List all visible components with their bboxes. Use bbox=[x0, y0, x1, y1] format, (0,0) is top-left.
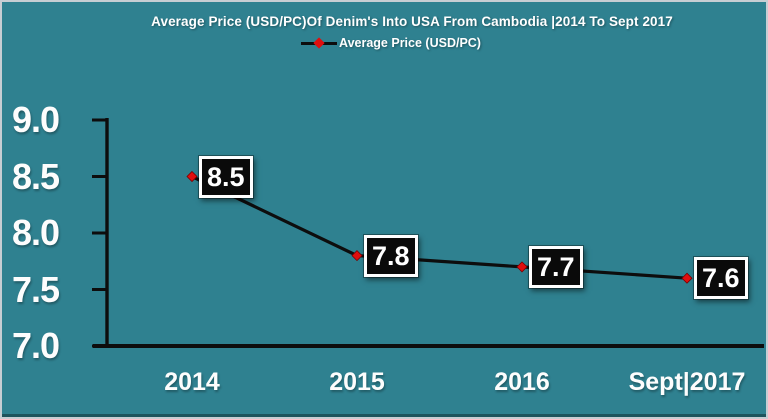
data-point-label: 7.6 bbox=[694, 257, 748, 300]
x-axis-category-label: 2016 bbox=[494, 368, 550, 396]
x-axis-category-label: 2015 bbox=[329, 368, 385, 396]
chart-title: Average Price (USD/PC)Of Denim's Into US… bbox=[151, 14, 673, 29]
legend-label: Average Price (USD/PC) bbox=[339, 36, 481, 50]
x-axis-category-label: Sept|2017 bbox=[628, 368, 746, 396]
legend-line-marker-icon bbox=[301, 36, 338, 49]
x-axis-category-label: 2014 bbox=[164, 368, 220, 396]
data-point-marker bbox=[516, 261, 528, 273]
data-point-marker bbox=[681, 272, 693, 284]
data-point-marker bbox=[351, 250, 363, 262]
y-axis-tick-label: 7.5 bbox=[12, 268, 60, 310]
legend: Average Price (USD/PC) bbox=[2, 36, 766, 50]
y-axis-tick-label: 9.0 bbox=[12, 99, 60, 140]
data-point-label: 7.7 bbox=[529, 245, 583, 288]
line-series bbox=[191, 175, 688, 280]
y-axis-tick-label: 8.5 bbox=[12, 155, 60, 197]
data-point-label: 8.5 bbox=[199, 155, 253, 198]
data-point-marker bbox=[186, 170, 198, 183]
y-axis-tick-label: 8.0 bbox=[12, 212, 60, 253]
y-axis-tick-label: 7.0 bbox=[12, 325, 60, 366]
data-point-label: 7.8 bbox=[364, 234, 418, 277]
